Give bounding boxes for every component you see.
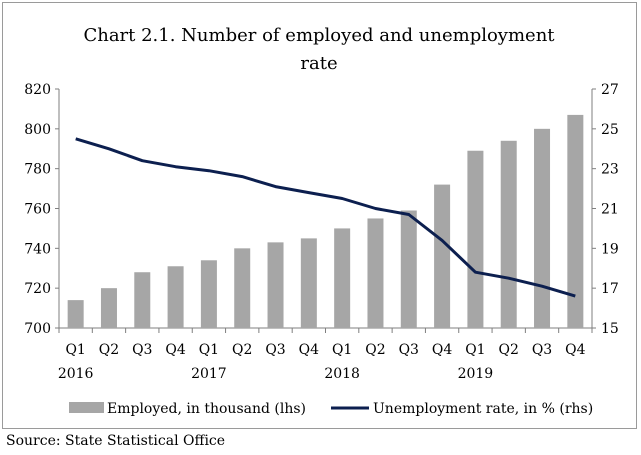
x-tick-label: Q1 xyxy=(199,342,219,358)
bar-employed xyxy=(567,114,584,329)
y-right-tick-label: 25 xyxy=(601,122,619,138)
x-year-label: 2018 xyxy=(324,366,360,382)
axes-group: 700 720 740 760 780 800 820 15 17 19 21 23 25 27 Q1 Q2 Q… xyxy=(24,82,619,382)
y-left-tick-label: 780 xyxy=(24,162,51,178)
bar-employed xyxy=(234,248,251,328)
legend-label-employed: Employed, in thousand (lhs) xyxy=(107,401,306,417)
bar-employed xyxy=(200,260,217,328)
bar-employed xyxy=(467,150,484,328)
y-left-tick-label: 820 xyxy=(24,82,51,98)
y-left-tick-label: 800 xyxy=(24,122,51,138)
bar-employed xyxy=(100,288,117,328)
x-year-label: 2016 xyxy=(58,366,94,382)
x-year-label: 2019 xyxy=(458,366,494,382)
x-tick-label: Q3 xyxy=(532,342,552,358)
x-tick-label: Q3 xyxy=(132,342,152,358)
bar-employed xyxy=(300,238,317,328)
bar-employed xyxy=(434,184,451,328)
bar-employed xyxy=(534,128,551,328)
legend: Employed, in thousand (lhs) Unemployment… xyxy=(69,401,593,417)
x-tick-label: Q4 xyxy=(165,342,185,358)
x-tick-label: Q1 xyxy=(465,342,485,358)
x-tick-label: Q2 xyxy=(232,342,252,358)
chart-title-line1: Chart 2.1. Number of employed and unempl… xyxy=(83,25,555,46)
x-tick-label: Q4 xyxy=(299,342,319,358)
x-tick-label: Q2 xyxy=(99,342,119,358)
x-tick-label: Q2 xyxy=(499,342,519,358)
y-left-tick-label: 700 xyxy=(24,321,51,337)
x-year-label: 2017 xyxy=(191,366,227,382)
x-tick-label: Q1 xyxy=(65,342,85,358)
x-tick-label: Q3 xyxy=(265,342,285,358)
bar-employed xyxy=(334,228,351,328)
line-unemployment-rate xyxy=(75,137,576,298)
chart-frame: Chart 2.1. Number of employed and unempl… xyxy=(2,2,637,429)
chart-title-line2: rate xyxy=(300,53,337,74)
legend-label-unemployment: Unemployment rate, in % (rhs) xyxy=(373,401,593,417)
y-left-tick-label: 740 xyxy=(24,241,51,257)
bar-employed xyxy=(134,272,151,328)
chart-svg: Chart 2.1. Number of employed and unempl… xyxy=(24,25,619,417)
y-left-tick-label: 760 xyxy=(24,202,51,218)
bar-employed xyxy=(167,266,184,328)
legend-swatch-employed xyxy=(69,402,104,413)
x-tick-label: Q2 xyxy=(365,342,385,358)
y-right-tick-label: 17 xyxy=(601,281,619,297)
bar-employed xyxy=(367,218,384,328)
y-left-tick-label: 720 xyxy=(24,281,51,297)
x-tick-label: Q4 xyxy=(432,342,452,358)
y-right-tick-label: 19 xyxy=(601,241,619,257)
line-group xyxy=(75,137,576,298)
source-note: Source: State Statistical Office xyxy=(6,433,226,449)
bar-employed xyxy=(400,210,417,328)
y-right-tick-label: 27 xyxy=(601,82,619,98)
bar-employed xyxy=(67,300,84,328)
bars-group xyxy=(67,114,584,329)
x-tick-label: Q1 xyxy=(332,342,352,358)
y-right-tick-label: 15 xyxy=(601,321,619,337)
y-right-tick-label: 21 xyxy=(601,202,619,218)
bar-employed xyxy=(500,140,517,328)
x-tick-label: Q4 xyxy=(565,342,585,358)
y-right-tick-label: 23 xyxy=(601,162,619,178)
x-tick-label: Q3 xyxy=(399,342,419,358)
bar-employed xyxy=(267,242,284,328)
